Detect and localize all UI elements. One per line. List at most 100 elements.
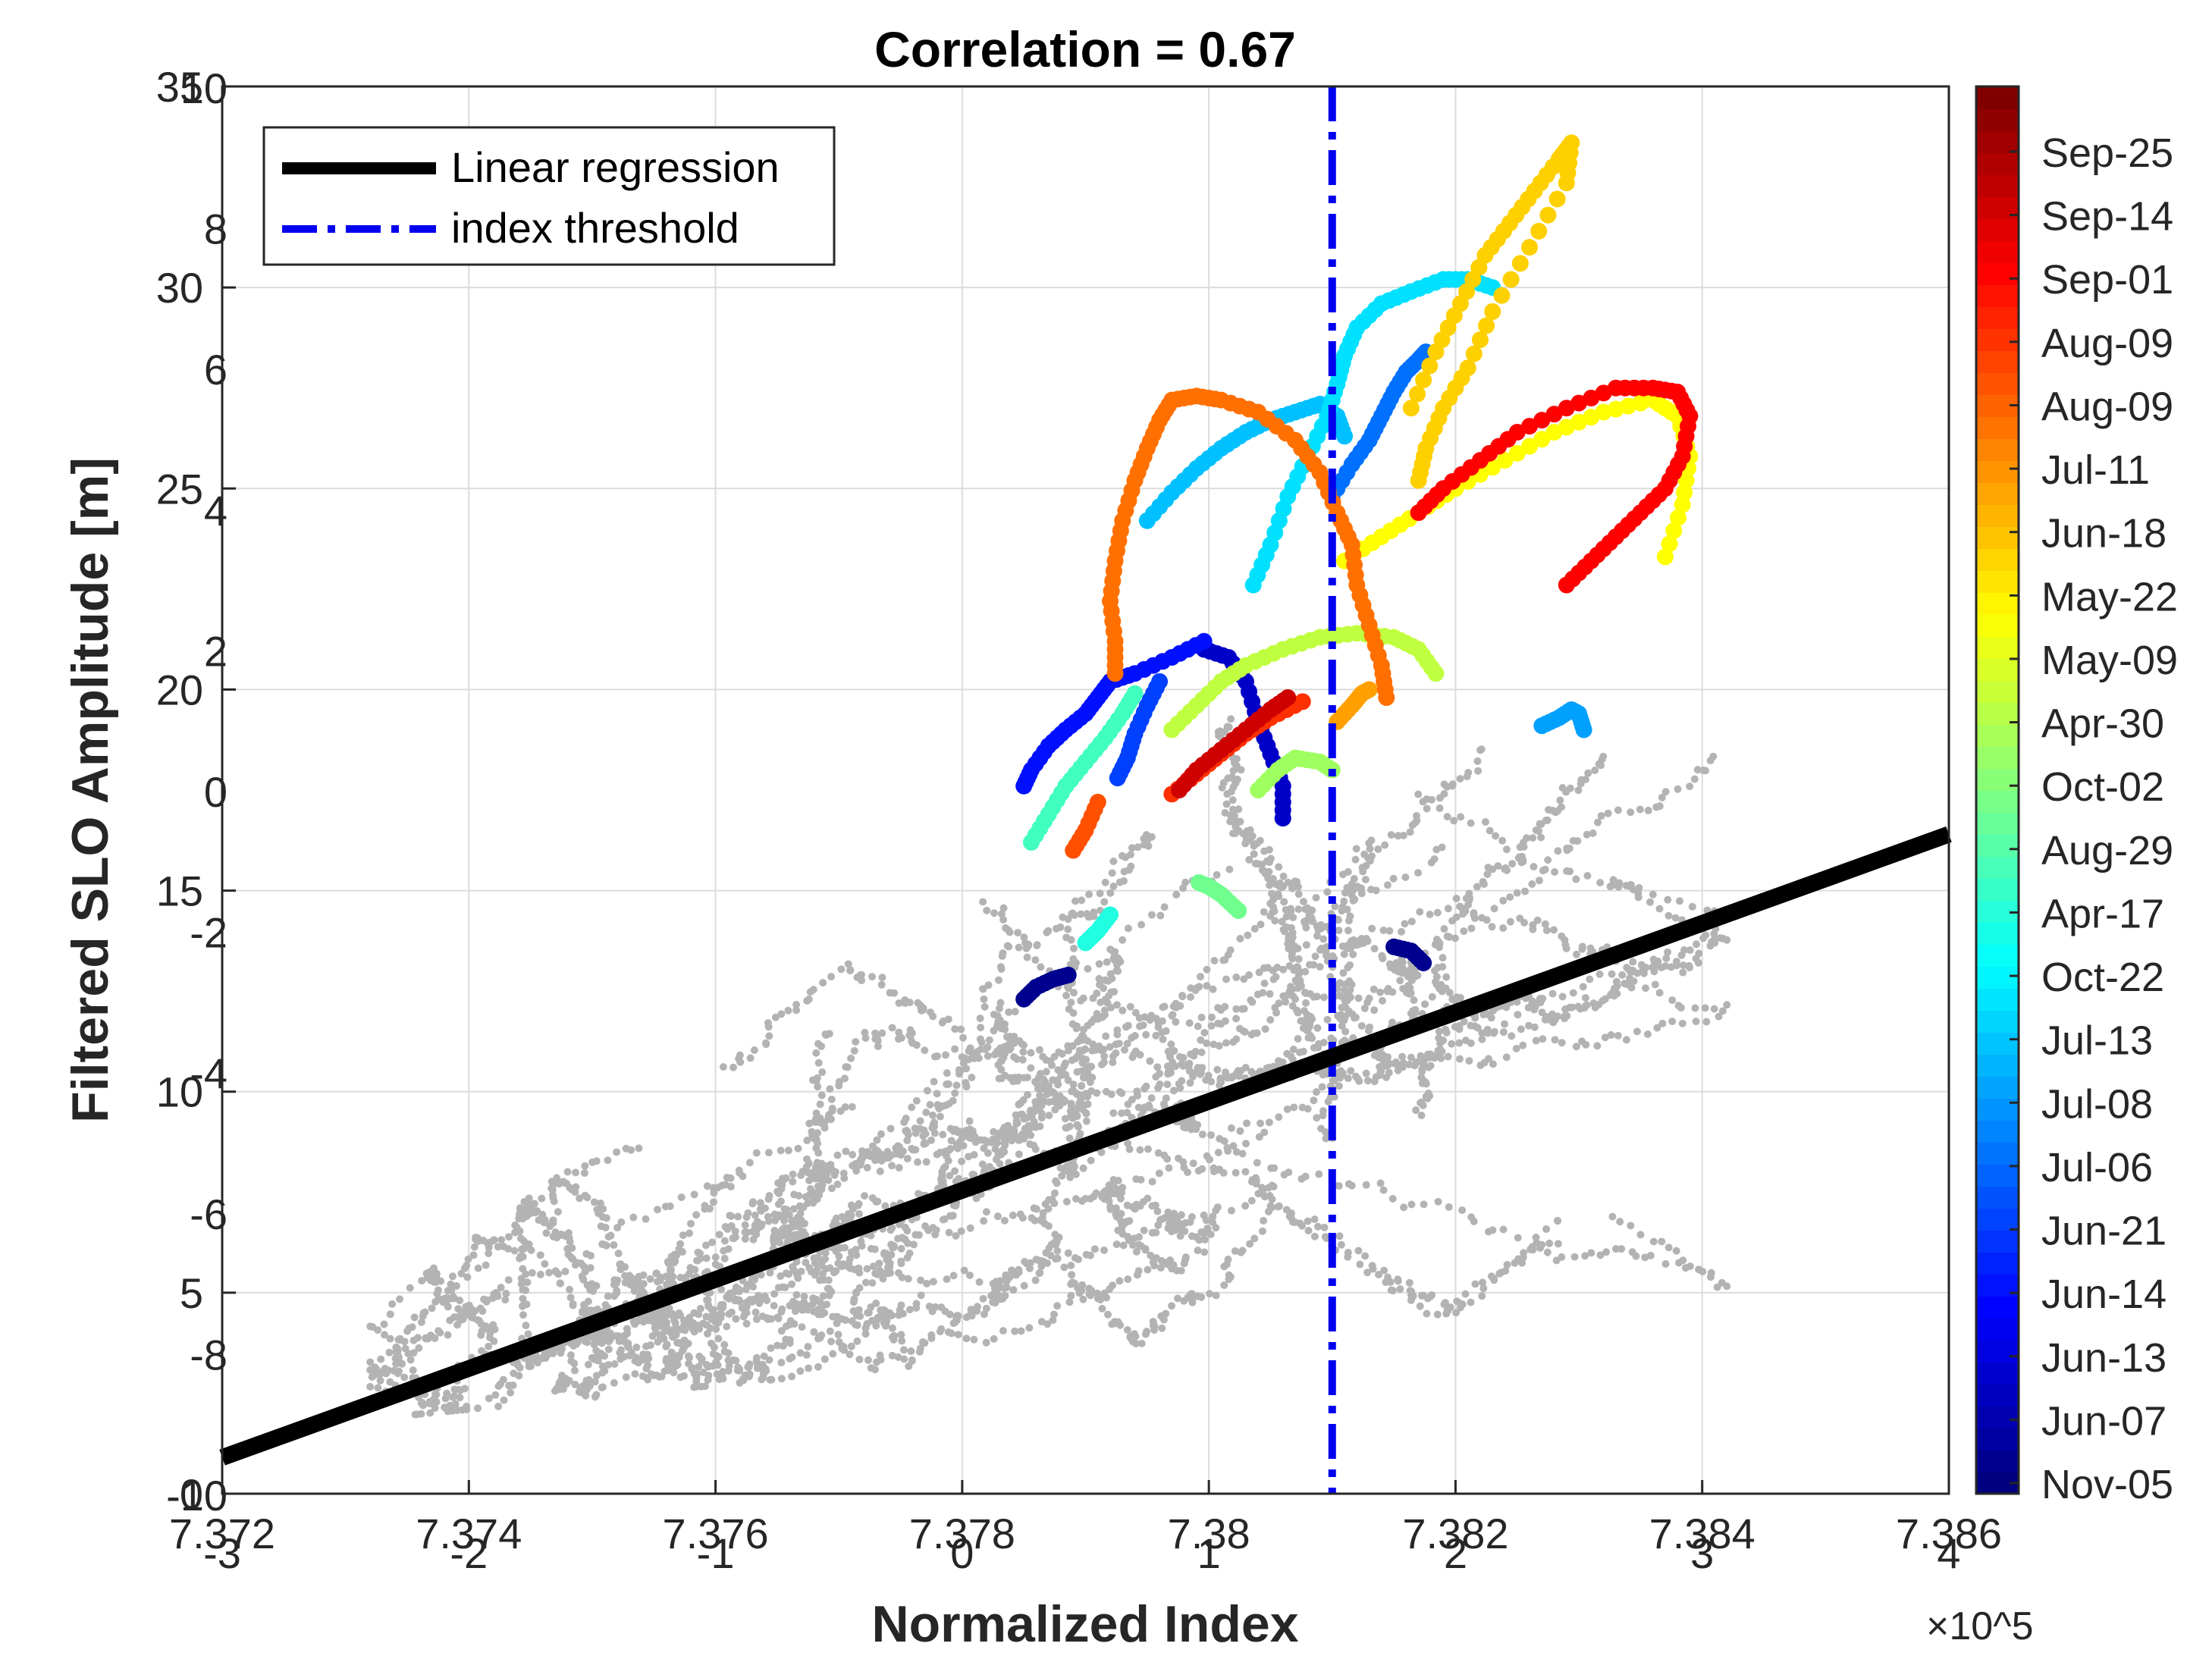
background-point — [1203, 1039, 1211, 1047]
background-point — [1009, 1286, 1018, 1294]
background-point — [1169, 1011, 1177, 1019]
background-point — [1052, 1255, 1060, 1263]
background-point — [1044, 1222, 1053, 1231]
background-point — [1407, 1053, 1415, 1062]
background-point — [944, 1328, 952, 1336]
background-point — [575, 1388, 583, 1396]
background-point — [456, 1297, 464, 1305]
background-point — [908, 1357, 916, 1366]
background-point — [1589, 829, 1597, 837]
background-point — [816, 1334, 824, 1342]
background-point — [1309, 917, 1317, 926]
background-point — [1049, 1076, 1057, 1084]
background-point — [566, 1351, 575, 1360]
background-point — [1661, 1259, 1670, 1268]
background-point — [1181, 878, 1190, 886]
background-point — [936, 1112, 944, 1121]
background-point — [1479, 1284, 1488, 1293]
background-point — [1062, 933, 1071, 942]
background-point — [903, 1127, 911, 1136]
background-point — [1069, 1080, 1078, 1089]
background-point — [1317, 1124, 1326, 1133]
background-point — [1020, 1281, 1028, 1290]
background-point — [1005, 1008, 1013, 1016]
background-point — [770, 1210, 779, 1218]
background-point — [690, 1190, 698, 1199]
background-point — [1456, 1300, 1464, 1308]
background-point — [1370, 1006, 1379, 1015]
background-point — [1360, 1004, 1369, 1012]
background-point — [569, 1300, 577, 1308]
background-point — [936, 1148, 944, 1156]
background-point — [1644, 806, 1652, 814]
background-point — [817, 1091, 826, 1099]
background-point — [1702, 1018, 1711, 1026]
background-point — [887, 1311, 896, 1319]
background-point — [1128, 1096, 1136, 1104]
background-point — [805, 1176, 814, 1184]
background-point — [1224, 1255, 1232, 1263]
background-point — [1460, 927, 1468, 936]
background-point — [1313, 1114, 1321, 1122]
series-point — [1493, 287, 1511, 304]
background-point — [864, 1151, 872, 1159]
background-point — [1008, 1137, 1016, 1145]
background-point — [1294, 964, 1302, 972]
background-point — [692, 1371, 701, 1379]
background-point — [435, 1295, 444, 1303]
background-point — [1185, 1019, 1194, 1027]
background-point — [687, 1219, 695, 1228]
background-point — [1232, 973, 1241, 981]
background-point — [1001, 1291, 1009, 1300]
background-point — [1062, 1124, 1070, 1132]
background-point — [1052, 1240, 1060, 1249]
background-point — [863, 1163, 871, 1171]
background-point — [1354, 994, 1363, 1002]
background-point — [456, 1394, 464, 1402]
background-point — [1045, 1243, 1053, 1252]
background-point — [719, 1300, 727, 1309]
background-point — [796, 1349, 805, 1357]
background-point — [767, 1375, 776, 1384]
background-point — [1339, 969, 1348, 977]
background-point — [829, 1350, 837, 1358]
background-point — [1473, 883, 1481, 891]
background-point — [1147, 1094, 1156, 1102]
background-point — [874, 1314, 882, 1322]
background-point — [1066, 1173, 1075, 1181]
background-point — [1266, 1016, 1275, 1024]
background-point — [1106, 889, 1115, 897]
background-point — [1710, 1005, 1718, 1013]
background-point — [1723, 1001, 1731, 1009]
background-point — [1104, 977, 1112, 985]
background-point — [810, 1328, 818, 1336]
background-point — [827, 973, 836, 981]
background-point — [938, 1018, 946, 1027]
background-point — [462, 1303, 470, 1311]
background-point — [813, 1195, 821, 1203]
background-point — [704, 1372, 713, 1380]
background-point — [1232, 754, 1241, 763]
background-point — [485, 1394, 493, 1403]
background-point — [592, 1372, 601, 1380]
background-point — [1672, 958, 1680, 966]
background-point — [459, 1315, 467, 1323]
series-point — [1484, 303, 1501, 320]
background-point — [554, 1270, 563, 1278]
background-point — [1517, 1025, 1525, 1033]
background-point — [803, 1155, 811, 1163]
background-point — [626, 1280, 634, 1288]
background-point — [1520, 918, 1529, 927]
background-point — [1686, 1262, 1694, 1271]
background-point — [1158, 1324, 1166, 1332]
background-point — [1212, 1291, 1220, 1300]
background-point — [1002, 1277, 1011, 1285]
background-point — [1446, 1303, 1454, 1312]
background-point — [662, 1326, 670, 1334]
background-point — [632, 1344, 641, 1352]
background-point — [610, 1360, 619, 1369]
background-point — [1404, 972, 1412, 980]
background-point — [898, 1234, 906, 1242]
background-point — [809, 1294, 817, 1303]
background-point — [1226, 817, 1235, 826]
